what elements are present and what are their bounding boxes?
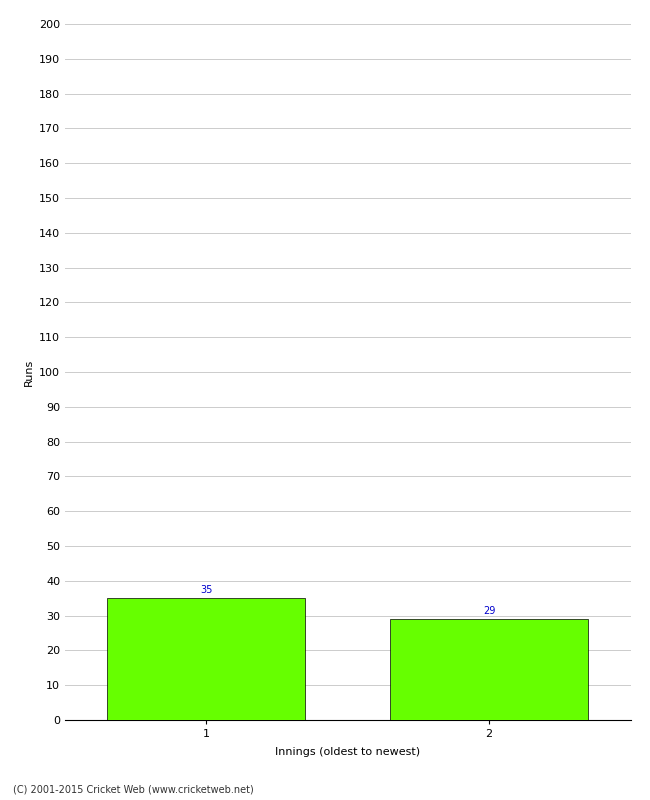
X-axis label: Innings (oldest to newest): Innings (oldest to newest)	[275, 747, 421, 758]
Text: 29: 29	[483, 606, 495, 616]
Y-axis label: Runs: Runs	[23, 358, 33, 386]
Text: (C) 2001-2015 Cricket Web (www.cricketweb.net): (C) 2001-2015 Cricket Web (www.cricketwe…	[13, 784, 254, 794]
Text: 35: 35	[200, 586, 213, 595]
Bar	[390, 619, 588, 720]
Bar	[107, 598, 306, 720]
